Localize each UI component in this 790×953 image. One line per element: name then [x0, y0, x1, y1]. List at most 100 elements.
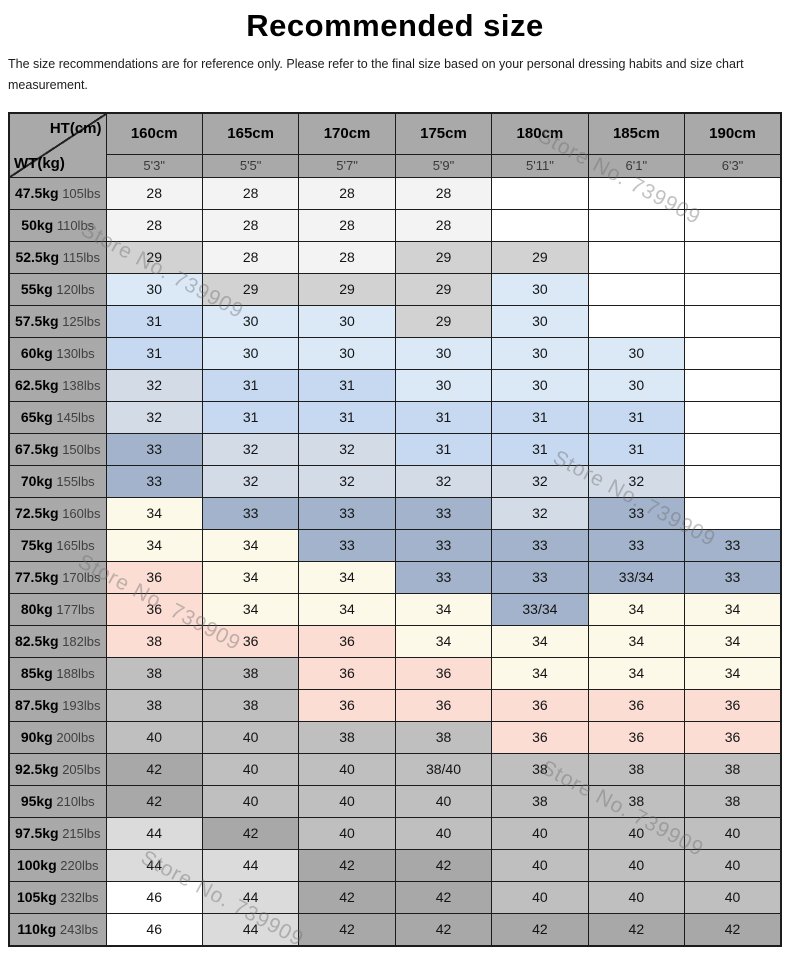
size-cell [684, 240, 782, 274]
size-cell: 40 [298, 752, 396, 786]
size-cell: 30 [394, 368, 493, 402]
size-cell: 31 [491, 400, 589, 434]
table-row: 47.5kg 105lbs 28 28 28 28 [8, 176, 782, 210]
size-cell: 34 [394, 592, 493, 626]
size-cell: 28 [298, 240, 396, 274]
size-cell: 30 [201, 304, 300, 338]
size-cell: 29 [298, 272, 396, 306]
size-cell: 31 [201, 368, 300, 402]
weight-label: 100kg 220lbs [8, 848, 107, 882]
weight-lbs: 200lbs [52, 730, 95, 745]
weight-lbs: 243lbs [56, 922, 99, 937]
weight-lbs: 145lbs [52, 410, 95, 425]
size-cell: 32 [201, 464, 300, 498]
table-row: 110kg 243lbs 46 44 42 42 42 42 42 [8, 912, 782, 946]
table-row: 72.5kg 160lbs 34 33 33 33 32 33 [8, 496, 782, 530]
size-cell: 38/40 [394, 752, 493, 786]
table-row: 50kg 110lbs 28 28 28 28 [8, 208, 782, 242]
weight-lbs: 205lbs [58, 762, 101, 777]
weight-kg: 90kg [20, 729, 53, 745]
size-cell: 42 [394, 912, 493, 946]
size-cell: 36 [298, 688, 396, 722]
size-cell: 42 [201, 816, 300, 850]
height-header-cm: 180cm [491, 111, 589, 156]
weight-label: 110kg 243lbs [8, 912, 107, 946]
weight-label: 92.5kg 205lbs [8, 752, 107, 786]
size-cell: 40 [587, 848, 686, 882]
table-row: 80kg 177lbs 36 34 34 34 33/34 34 34 [8, 592, 782, 626]
size-cell: 28 [201, 176, 300, 210]
size-cell: 31 [587, 432, 686, 466]
size-cell: 32 [298, 432, 396, 466]
size-cell: 38 [491, 752, 589, 786]
size-cell: 38 [587, 784, 686, 818]
size-cell: 33 [684, 560, 782, 594]
corner-ht-label: HT(cm) [49, 119, 102, 137]
size-cell: 30 [587, 368, 686, 402]
weight-kg: 80kg [20, 601, 53, 617]
size-cell: 36 [298, 656, 396, 690]
size-cell: 33/34 [491, 592, 589, 626]
height-header-ft: 6'1" [587, 154, 686, 178]
size-cell: 34 [394, 624, 493, 658]
size-cell [684, 208, 782, 242]
height-header-cm: 190cm [684, 111, 782, 156]
size-cell: 29 [491, 240, 589, 274]
weight-label: 105kg 232lbs [8, 880, 107, 914]
weight-lbs: 170lbs [58, 570, 101, 585]
table-row: 105kg 232lbs 46 44 42 42 40 40 40 [8, 880, 782, 914]
weight-label: 95kg 210lbs [8, 784, 107, 818]
table-row: 100kg 220lbs 44 44 42 42 40 40 40 [8, 848, 782, 882]
height-header-cm: 165cm [201, 111, 300, 156]
size-cell: 32 [491, 464, 589, 498]
corner-wt-label: WT(kg) [14, 154, 65, 172]
size-cell: 42 [298, 848, 396, 882]
size-cell: 33 [105, 432, 203, 466]
table-row: 85kg 188lbs 38 38 36 36 34 34 34 [8, 656, 782, 690]
weight-label: 50kg 110lbs [8, 208, 107, 242]
weight-label: 52.5kg 115lbs [8, 240, 107, 274]
size-cell [684, 272, 782, 306]
table-row: 90kg 200lbs 40 40 38 38 36 36 36 [8, 720, 782, 754]
size-cell: 30 [491, 272, 589, 306]
weight-lbs: 232lbs [56, 890, 99, 905]
weight-label: 55kg 120lbs [8, 272, 107, 306]
size-cell: 38 [201, 688, 300, 722]
size-cell [684, 432, 782, 466]
size-cell: 28 [394, 176, 493, 210]
size-cell: 31 [394, 400, 493, 434]
size-cell: 36 [491, 720, 589, 754]
size-cell: 31 [491, 432, 589, 466]
size-cell: 34 [201, 528, 300, 562]
corner-cell: HT(cm) WT(kg) [8, 112, 107, 178]
size-cell: 42 [298, 880, 396, 914]
size-cell: 32 [394, 464, 493, 498]
size-cell: 42 [298, 912, 396, 946]
height-header-ft: 5'7" [298, 154, 396, 178]
size-cell: 31 [201, 400, 300, 434]
size-table-container: HT(cm) WT(kg) 160cm 165cm 170cm 175cm 180cm 185… [0, 111, 790, 947]
height-header-ft: 5'11" [491, 154, 589, 178]
weight-kg: 62.5kg [14, 377, 59, 393]
size-cell: 36 [201, 624, 300, 658]
size-cell: 40 [491, 816, 589, 850]
weight-label: 57.5kg 125lbs [8, 304, 107, 338]
weight-kg: 55kg [20, 281, 53, 297]
weight-kg: 52.5kg [15, 249, 60, 265]
size-cell: 38 [491, 784, 589, 818]
size-cell: 28 [298, 208, 396, 242]
size-cell: 28 [105, 176, 203, 210]
weight-lbs: 160lbs [58, 506, 101, 521]
size-cell: 30 [298, 304, 396, 338]
weight-lbs: 150lbs [58, 442, 101, 457]
size-cell: 40 [201, 720, 300, 754]
table-row: 95kg 210lbs 42 40 40 40 38 38 38 [8, 784, 782, 818]
weight-label: 62.5kg 138lbs [8, 368, 107, 402]
size-cell: 30 [298, 336, 396, 370]
size-cell: 33 [298, 528, 396, 562]
size-cell: 40 [298, 784, 396, 818]
weight-lbs: 193lbs [58, 698, 101, 713]
weight-lbs: 215lbs [58, 826, 101, 841]
height-header-ft: 5'3" [105, 154, 203, 178]
weight-lbs: 105lbs [58, 186, 101, 201]
